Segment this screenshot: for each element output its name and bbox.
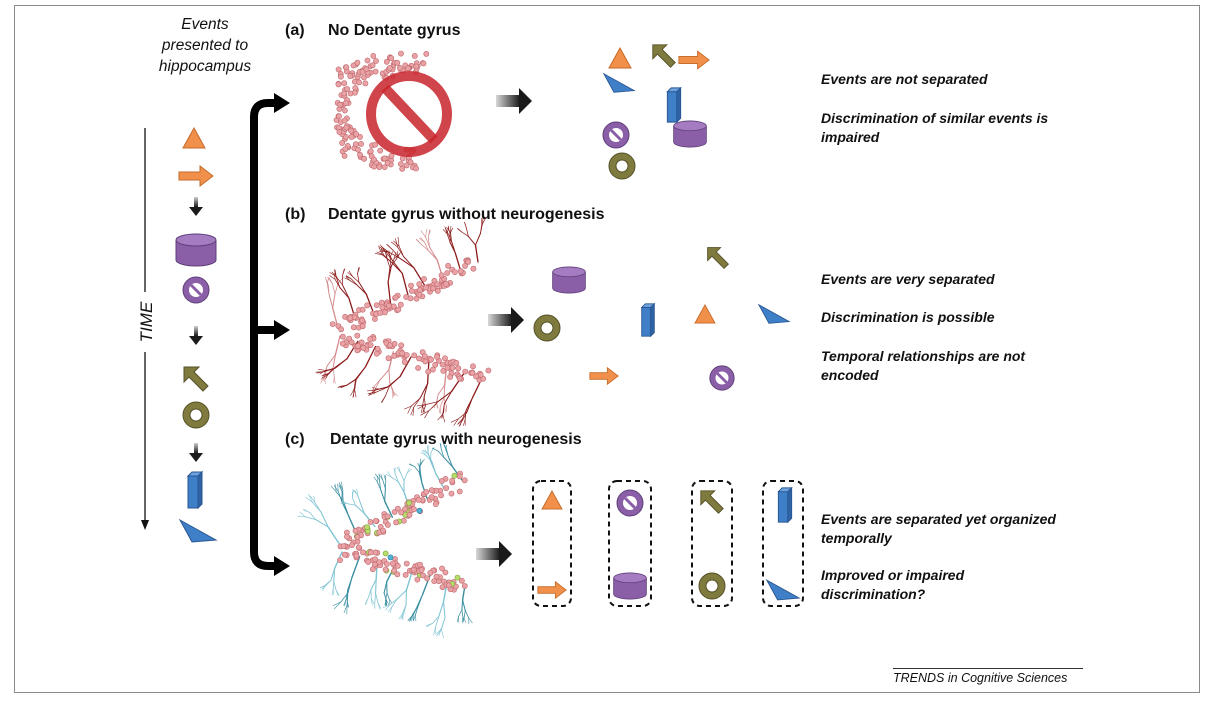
panel-a-note-2-line-2: impaired [821, 129, 880, 145]
group-box-2 [608, 480, 652, 607]
down-arrow-icon-2 [189, 336, 203, 345]
event-sequence [175, 127, 217, 543]
prism-icon [777, 487, 793, 523]
ring-icon [533, 314, 561, 342]
ban-sign-icon [366, 71, 452, 157]
panel-b-note-3-line-1: Temporal relationships are not [821, 348, 1026, 364]
group-box-4 [762, 480, 804, 607]
dentate-dendrites-c [297, 442, 473, 639]
panel-c-note-1-line-1: Events are separated yet organized [821, 511, 1056, 527]
triangle-icon [182, 127, 206, 149]
ban-token-icon [708, 364, 736, 392]
arrow-icon [589, 367, 619, 385]
flow-arrow-b [488, 307, 524, 333]
panel-a-letter: (a) [285, 22, 305, 39]
panel-c-note-2-line-2: discrimination? [821, 586, 926, 602]
panel-a-note-2: Discrimination of similar events is impa… [821, 109, 1111, 147]
arrow-icon [178, 165, 214, 187]
cylinder-icon [673, 120, 707, 148]
ban-token-icon [615, 488, 645, 518]
panel-b-note-3-line-2: encoded [821, 367, 879, 383]
output-scatter-b [533, 247, 790, 392]
down-arrow-shaft-1 [194, 197, 198, 207]
down-arrow-shaft-3 [194, 443, 198, 453]
footer-credit: TRENDS in Cognitive Sciences [893, 668, 1083, 685]
prism-icon [666, 87, 682, 123]
arrow-icon [678, 50, 710, 70]
group-box-3 [691, 480, 733, 607]
panel-b-note-2: Discrimination is possible [821, 309, 995, 325]
panel-c-note-1-line-2: temporally [821, 530, 892, 546]
panel-b-note-1: Events are very separated [821, 271, 995, 287]
panel-c-title: Dentate gyrus with neurogenesis [330, 431, 582, 448]
flow-arrow-a [496, 88, 532, 114]
triangle-icon [541, 490, 563, 510]
dentate-cells-b [329, 257, 492, 383]
dentate-cells-c [337, 470, 468, 593]
ring-icon [182, 401, 210, 429]
figure-frame [14, 5, 1200, 693]
bracket-arrowhead-b [274, 320, 290, 340]
temporal-groups-c [532, 480, 804, 607]
ban-token-icon [181, 275, 211, 305]
cylinder-icon [175, 233, 217, 267]
panel-c-note-2: Improved or impaired discrimination? [821, 566, 1111, 604]
down-arrow-icon-3 [189, 453, 203, 462]
panel-c-note-1: Events are separated yet organized tempo… [821, 510, 1111, 548]
group-box-1 [532, 480, 572, 607]
wedge-icon [179, 519, 217, 543]
olive-arrow-icon [700, 490, 724, 514]
dentate-cells-a [333, 50, 430, 172]
events-title-line-1: Events [181, 16, 229, 33]
events-title: Events presented to hippocampus [140, 14, 270, 77]
triangle-icon [608, 47, 632, 69]
panel-c-note-2-line-1: Improved or impaired [821, 567, 965, 583]
cylinder-icon [552, 266, 586, 294]
bracket-arrowhead-a [274, 93, 290, 113]
routing-bracket [250, 99, 280, 570]
down-arrow-icon-1 [189, 207, 203, 216]
prism-icon [187, 471, 203, 509]
olive-arrow-icon [183, 366, 209, 392]
flow-arrow-c [476, 541, 512, 567]
prism-icon [641, 303, 655, 337]
ring-icon [608, 152, 636, 180]
ring-icon [698, 572, 726, 600]
panel-c-letter: (c) [285, 431, 305, 448]
bracket-arrowhead-c [274, 556, 290, 576]
panel-a-note-2-line-1: Discrimination of similar events is [821, 110, 1049, 126]
events-title-line-3: hippocampus [158, 58, 252, 75]
panel-a-title: No Dentate gyrus [328, 22, 461, 39]
panel-a-note-1: Events are not separated [821, 71, 988, 87]
wedge-icon [758, 304, 790, 324]
panel-b-letter: (b) [285, 206, 306, 223]
wedge-icon [766, 579, 800, 601]
triangle-icon [694, 304, 716, 324]
down-arrow-shaft-2 [194, 326, 198, 336]
arrow-icon [537, 581, 567, 599]
ban-token-icon [601, 120, 631, 150]
dentate-dendrites-b [315, 217, 486, 427]
olive-arrow-icon [652, 44, 676, 68]
olive-arrow-icon [707, 247, 729, 269]
panel-b-title: Dentate gyrus without neurogenesis [328, 206, 605, 223]
time-axis-label: TIME [137, 292, 157, 352]
wedge-icon [603, 73, 635, 93]
panel-b-note-3: Temporal relationships are not encoded [821, 347, 1111, 385]
cylinder-icon [613, 572, 647, 600]
output-cluster-a [601, 44, 710, 180]
events-title-line-2: presented to [161, 37, 249, 54]
